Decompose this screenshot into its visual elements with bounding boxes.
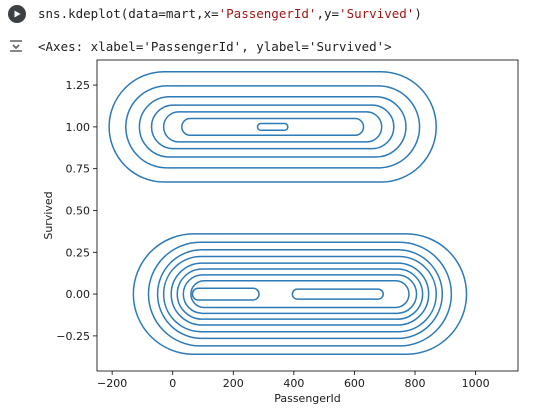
- output-text: <Axes: xlabel='PassengerId', ylabel='Sur…: [38, 39, 392, 54]
- code-arg-x: 'PassengerId': [218, 6, 317, 21]
- x-tick-label: 200: [223, 377, 244, 390]
- contour-level-1-6: [182, 274, 418, 315]
- contour-level-1-3: [162, 255, 437, 333]
- contour-level-1-5: [176, 268, 424, 320]
- x-tick-label: 600: [344, 377, 365, 390]
- code-suffix: ): [414, 6, 422, 21]
- contour-level-0-3: [150, 104, 395, 150]
- contour-level-0-1: [125, 85, 421, 169]
- x-tick-label: 800: [405, 377, 426, 390]
- contour-level-0-0: [108, 70, 437, 183]
- contour-level-1-2: [156, 249, 444, 340]
- contour-level-1-9: [291, 288, 384, 300]
- y-tick-label: 0.25: [66, 246, 91, 259]
- contour-level-0-6: [256, 122, 289, 131]
- y-tick-label: 0.00: [66, 288, 91, 301]
- code-arg-y: 'Survived': [339, 6, 415, 21]
- contour-level-0-4: [162, 111, 383, 143]
- contour-level-0-2: [138, 96, 407, 158]
- output-expand-icon[interactable]: [8, 38, 24, 54]
- x-tick-label: 1000: [462, 377, 490, 390]
- code-line[interactable]: sns.kdeplot(data=mart,x='PassengerId',y=…: [38, 6, 422, 21]
- contour-lines: [108, 70, 468, 356]
- x-axis-label: PassengerId: [274, 392, 341, 405]
- code-prefix: sns.kdeplot(data=mart,x=: [38, 6, 219, 21]
- x-tick-label: −200: [97, 377, 127, 390]
- y-tick-label: 0.50: [66, 204, 91, 217]
- x-tick-label: 0: [169, 377, 176, 390]
- x-tick-label: 400: [283, 377, 304, 390]
- run-cell-button[interactable]: [8, 5, 26, 23]
- y-axis-label: Survived: [42, 191, 55, 239]
- y-tick-label: −0.25: [56, 330, 90, 343]
- contour-level-0-5: [181, 117, 365, 136]
- x-ticks: −200 0 200 400 600 800 1000: [97, 371, 490, 390]
- contour-level-1-0: [132, 233, 468, 356]
- y-ticks: −0.25 0.00 0.25 0.50 0.75 1.00 1.25: [56, 79, 97, 343]
- y-tick-label: 1.00: [66, 121, 91, 134]
- y-tick-label: 1.25: [66, 79, 91, 92]
- y-tick-label: 0.75: [66, 163, 91, 176]
- axes-frame: [96, 59, 519, 372]
- contour-level-1-8: [191, 287, 260, 301]
- play-icon: [14, 10, 21, 18]
- contour-level-1-7: [190, 279, 410, 309]
- contour-level-1-1: [147, 241, 453, 347]
- contour-level-1-4: [170, 262, 430, 326]
- code-mid: ,y=: [316, 6, 340, 21]
